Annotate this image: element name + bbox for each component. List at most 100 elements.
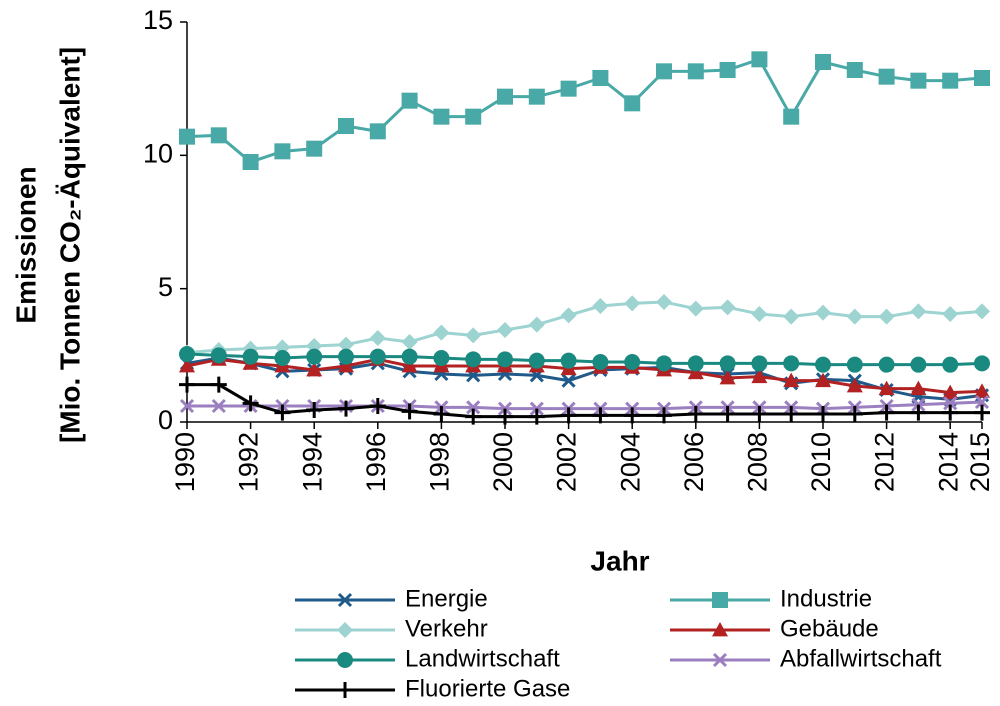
marker [656, 355, 672, 372]
marker [274, 143, 291, 160]
marker [910, 404, 927, 421]
marker [561, 373, 576, 388]
marker [942, 306, 959, 322]
marker [687, 300, 704, 317]
marker [719, 406, 736, 422]
marker [624, 95, 641, 112]
marker [433, 324, 450, 341]
marker [274, 350, 291, 366]
marker [687, 355, 704, 372]
y-tick-label: 15 [143, 5, 173, 35]
marker [210, 376, 227, 393]
marker [242, 348, 259, 365]
marker [465, 327, 482, 344]
marker [624, 407, 641, 424]
marker [910, 72, 927, 89]
y-axis-title: Emissionen [10, 166, 41, 323]
series [179, 294, 990, 361]
marker [497, 408, 513, 425]
marker [624, 295, 641, 312]
series [179, 376, 990, 425]
marker [687, 364, 704, 380]
marker [624, 354, 641, 370]
marker [974, 394, 990, 410]
x-tick-label: 2008 [743, 432, 773, 492]
series-line [186, 352, 983, 367]
marker [878, 356, 895, 373]
x-tick-label: 2006 [679, 432, 709, 492]
x-tick-label: 1996 [361, 432, 391, 492]
marker [338, 400, 354, 417]
marker [656, 407, 672, 424]
marker [338, 336, 354, 353]
marker [719, 299, 736, 316]
series-line [186, 357, 983, 395]
marker [910, 303, 927, 320]
series-line [186, 300, 983, 355]
legend-marker [712, 652, 728, 668]
marker [306, 348, 323, 365]
marker [497, 88, 513, 105]
marker [306, 362, 323, 377]
marker [369, 330, 386, 346]
marker [974, 355, 990, 372]
marker [942, 72, 959, 89]
marker [687, 406, 704, 422]
x-tick-label: 2010 [806, 432, 836, 492]
marker [560, 307, 577, 324]
marker [179, 128, 195, 145]
marker [528, 316, 545, 333]
marker [783, 406, 800, 422]
marker [338, 118, 354, 134]
marker [465, 108, 482, 125]
marker [846, 356, 863, 373]
marker [846, 62, 863, 78]
x-tick-label: 1992 [234, 432, 264, 492]
x-tick-label: 2004 [615, 432, 645, 492]
x-tick-label: 1998 [425, 432, 455, 492]
marker [878, 308, 895, 325]
series [179, 346, 990, 373]
marker [560, 407, 577, 424]
legend-label: Landwirtschaft [405, 645, 560, 672]
marker [751, 406, 768, 422]
marker [656, 63, 672, 80]
marker [910, 356, 927, 373]
marker [815, 372, 831, 388]
marker [528, 352, 545, 369]
marker [846, 378, 863, 393]
marker [401, 358, 418, 373]
marker [783, 355, 800, 372]
marker [179, 358, 195, 373]
x-tick-label: 2015 [965, 432, 995, 492]
marker [910, 380, 927, 396]
marker [560, 80, 577, 97]
marker [465, 408, 482, 425]
marker [560, 352, 577, 369]
marker [433, 350, 450, 366]
marker [815, 406, 831, 422]
marker [466, 400, 481, 415]
marker [974, 303, 990, 320]
series [179, 51, 990, 170]
legend-label: Verkehr [405, 615, 488, 642]
marker [401, 348, 418, 365]
marker [878, 68, 895, 85]
y-axis-title: [Mio. Tonnen CO₂-Äquivalent] [54, 47, 85, 443]
marker [751, 51, 768, 68]
marker [878, 380, 895, 396]
marker [846, 406, 863, 422]
marker [815, 356, 831, 373]
marker [179, 346, 195, 362]
marker [592, 407, 609, 424]
marker [751, 368, 768, 384]
marker [433, 108, 450, 125]
marker [687, 63, 704, 80]
marker [401, 334, 418, 350]
marker [719, 62, 736, 78]
legend-label: Industrie [780, 585, 872, 612]
legend-label: Gebäude [780, 615, 879, 642]
marker [433, 406, 450, 422]
marker [974, 383, 990, 398]
